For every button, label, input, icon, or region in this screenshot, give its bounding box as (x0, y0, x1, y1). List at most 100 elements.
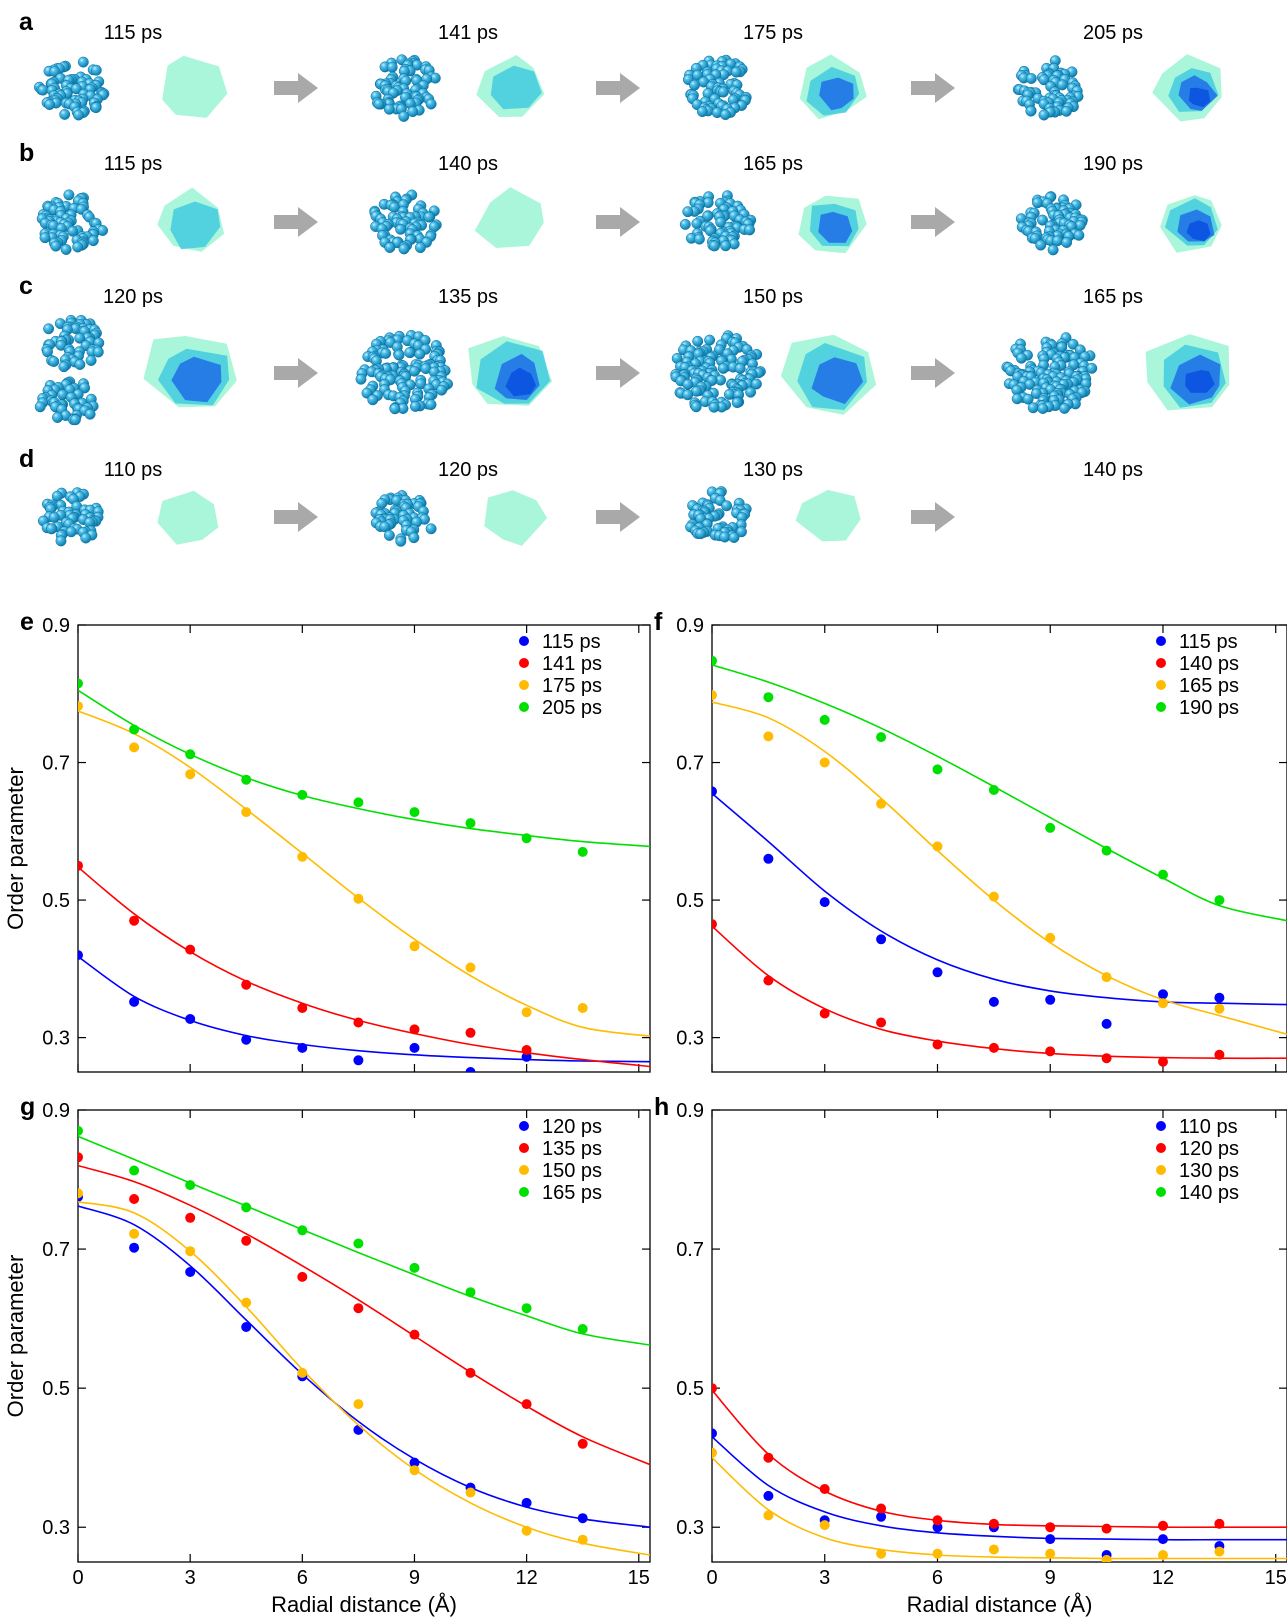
atom (750, 378, 762, 390)
legend-marker (519, 658, 529, 668)
order-polyhedron (1145, 334, 1230, 411)
arrow-icon (274, 207, 318, 237)
atom (682, 378, 694, 390)
data-point (409, 807, 420, 818)
time-label: 130 ps (743, 459, 803, 481)
time-label: 190 ps (1083, 153, 1143, 175)
y-tick-label: 0.3 (676, 1517, 704, 1539)
legend-marker (1156, 1121, 1166, 1131)
data-point (78, 678, 83, 689)
order-polyhedron (468, 336, 553, 406)
atom (1037, 214, 1048, 226)
atom (373, 98, 385, 110)
fit-curve (712, 792, 1287, 1006)
atom-cluster (370, 490, 437, 547)
atom (58, 361, 70, 373)
polyhedron-layer (1188, 87, 1211, 108)
panel-label: a (19, 8, 34, 36)
data-point (1045, 1534, 1056, 1545)
chart-h: h 0 3 6 9 12 15 0.3 0.5 0.7 0.9 Radial distance (Å)… (654, 1093, 1287, 1617)
data-point (988, 891, 999, 902)
atom (69, 414, 81, 426)
atom (90, 102, 102, 114)
atom (745, 386, 757, 398)
atom-cluster (670, 330, 766, 413)
legend-label: 140 ps (1179, 1182, 1239, 1204)
data-point (712, 1428, 717, 1439)
data-point (353, 1303, 364, 1314)
data-point (763, 692, 774, 703)
data-point (353, 1238, 364, 1249)
arrow-icon (911, 207, 955, 237)
arrow-icon (596, 502, 640, 532)
atom (1025, 105, 1037, 117)
data-point (353, 1017, 364, 1028)
panel-label: b (19, 139, 34, 167)
atom (1032, 197, 1043, 209)
snapshot-row-d: d 110 ps 120 ps 130 ps 140 ps (19, 445, 1143, 547)
y-tick-label: 0.9 (42, 615, 70, 637)
atom (367, 394, 379, 406)
data-point (1158, 869, 1168, 880)
data-point (521, 1045, 532, 1055)
atom (77, 56, 89, 68)
order-polyhedron (474, 187, 544, 248)
atom (708, 401, 720, 413)
data-point (577, 1534, 588, 1545)
snapshot-row-b: b 115 ps 140 ps 165 ps 190 ps (19, 139, 1222, 256)
atom (80, 532, 92, 544)
order-polyhedron (1160, 195, 1222, 253)
atom (404, 347, 416, 359)
polyhedron-layer (1185, 370, 1215, 393)
data-point (819, 714, 830, 725)
data-point (932, 841, 943, 852)
order-polyhedron (157, 187, 225, 252)
atom (409, 365, 420, 377)
atom (709, 240, 720, 252)
order-polyhedron (484, 490, 548, 546)
x-tick-label: 0 (72, 1567, 83, 1589)
atom (379, 521, 391, 533)
time-label: 140 ps (438, 153, 498, 175)
data-point (1101, 845, 1112, 856)
atom (1086, 362, 1098, 374)
data-point (78, 1188, 83, 1199)
atom-cluster (1001, 332, 1098, 414)
atom (73, 109, 84, 121)
atom (59, 108, 71, 120)
arrow-icon (911, 358, 955, 388)
atom-cluster (685, 486, 752, 543)
atom (45, 523, 57, 535)
plot-frame (77, 1109, 651, 1563)
plot-frame (77, 624, 651, 1073)
order-polyhedron (780, 334, 877, 415)
atom (717, 86, 729, 98)
legend-label: 205 ps (542, 697, 602, 719)
fit-curve (712, 925, 1287, 1060)
legend-marker (1156, 636, 1166, 646)
atom-cluster (370, 54, 441, 122)
atom-cluster (34, 376, 99, 426)
data-point (876, 732, 887, 743)
data-point (129, 915, 140, 926)
atom (398, 243, 410, 255)
data-point (297, 789, 308, 800)
fit-curve (78, 955, 650, 1063)
data-point (1214, 1003, 1225, 1014)
data-point (409, 1465, 420, 1476)
atom (414, 242, 426, 254)
data-point (78, 1125, 83, 1136)
x-tick-label: 9 (409, 1567, 420, 1589)
data-point (763, 1490, 774, 1501)
panel-label: h (654, 1093, 669, 1121)
atom (72, 241, 84, 253)
y-tick-label: 0.5 (42, 890, 70, 912)
data-point (1045, 994, 1056, 1005)
y-axis-label: Order parameter (3, 767, 28, 930)
atom (702, 210, 714, 222)
data-point (185, 944, 196, 955)
atom (63, 189, 75, 201)
data-point (521, 1497, 532, 1508)
